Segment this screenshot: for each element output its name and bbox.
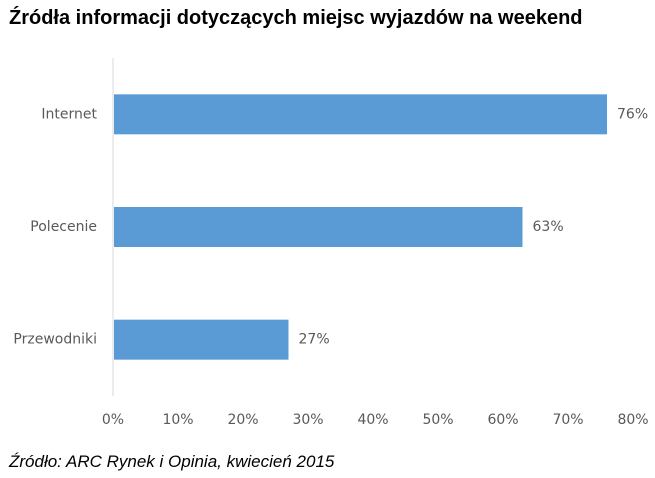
chart-title: Źródła informacji dotyczących miejsc wyj… bbox=[9, 7, 583, 29]
x-tick-label: 10% bbox=[162, 412, 193, 428]
data-label: 63% bbox=[533, 219, 564, 235]
data-label: 76% bbox=[617, 106, 648, 122]
x-tick-label: 40% bbox=[357, 412, 388, 428]
labels-layer: Internet 76% Polecenie 63% Przewodniki 27% bbox=[13, 106, 648, 347]
x-tick-label: 70% bbox=[552, 412, 583, 428]
ticks-layer: 0% 10% 20% 30% 40% 50% 60% 70% 80% bbox=[102, 412, 649, 428]
bars-layer bbox=[114, 94, 607, 360]
source-note: Źródło: ARC Rynek i Opinia, kwiecień 201… bbox=[9, 452, 335, 471]
x-tick-label: 80% bbox=[617, 412, 648, 428]
x-tick-label: 60% bbox=[487, 412, 518, 428]
category-label: Polecenie bbox=[30, 219, 97, 235]
bar-polecenie bbox=[114, 207, 523, 247]
x-tick-label: 0% bbox=[102, 412, 124, 428]
bar-przewodniki bbox=[114, 319, 289, 360]
category-label: Internet bbox=[41, 106, 97, 122]
category-label: Przewodniki bbox=[13, 332, 97, 348]
x-tick-label: 20% bbox=[227, 412, 258, 428]
data-label: 27% bbox=[299, 332, 330, 348]
bar-chart: Internet 76% Polecenie 63% Przewodniki 27% 0%… bbox=[13, 58, 649, 428]
x-tick-label: 30% bbox=[292, 412, 323, 428]
bar-internet bbox=[114, 94, 607, 135]
x-tick-label: 50% bbox=[422, 412, 453, 428]
